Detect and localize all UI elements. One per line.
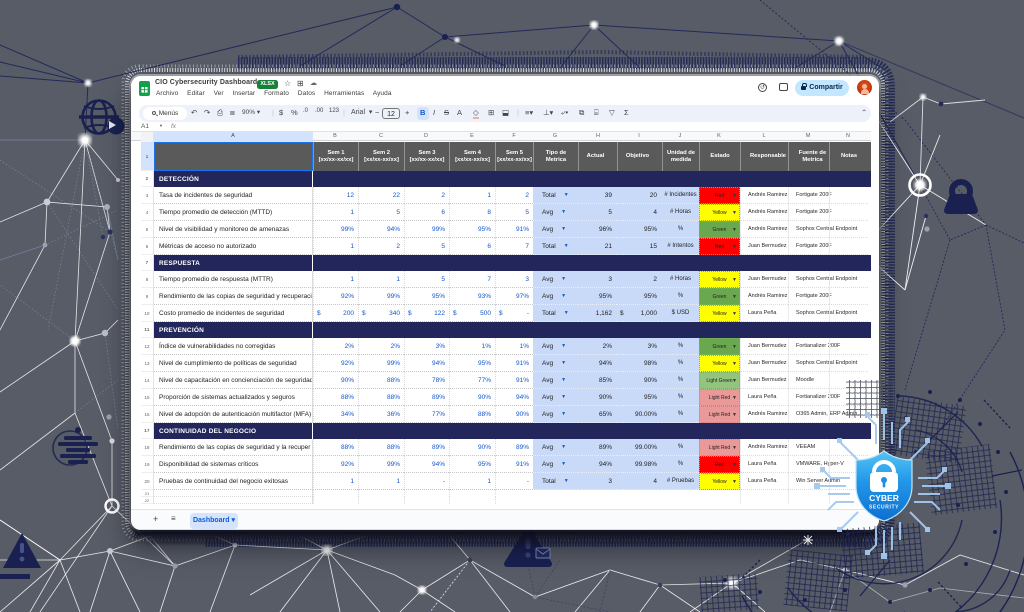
svg-text:SECURITY: SECURITY — [869, 505, 899, 511]
svg-text:CYBER: CYBER — [869, 493, 899, 503]
